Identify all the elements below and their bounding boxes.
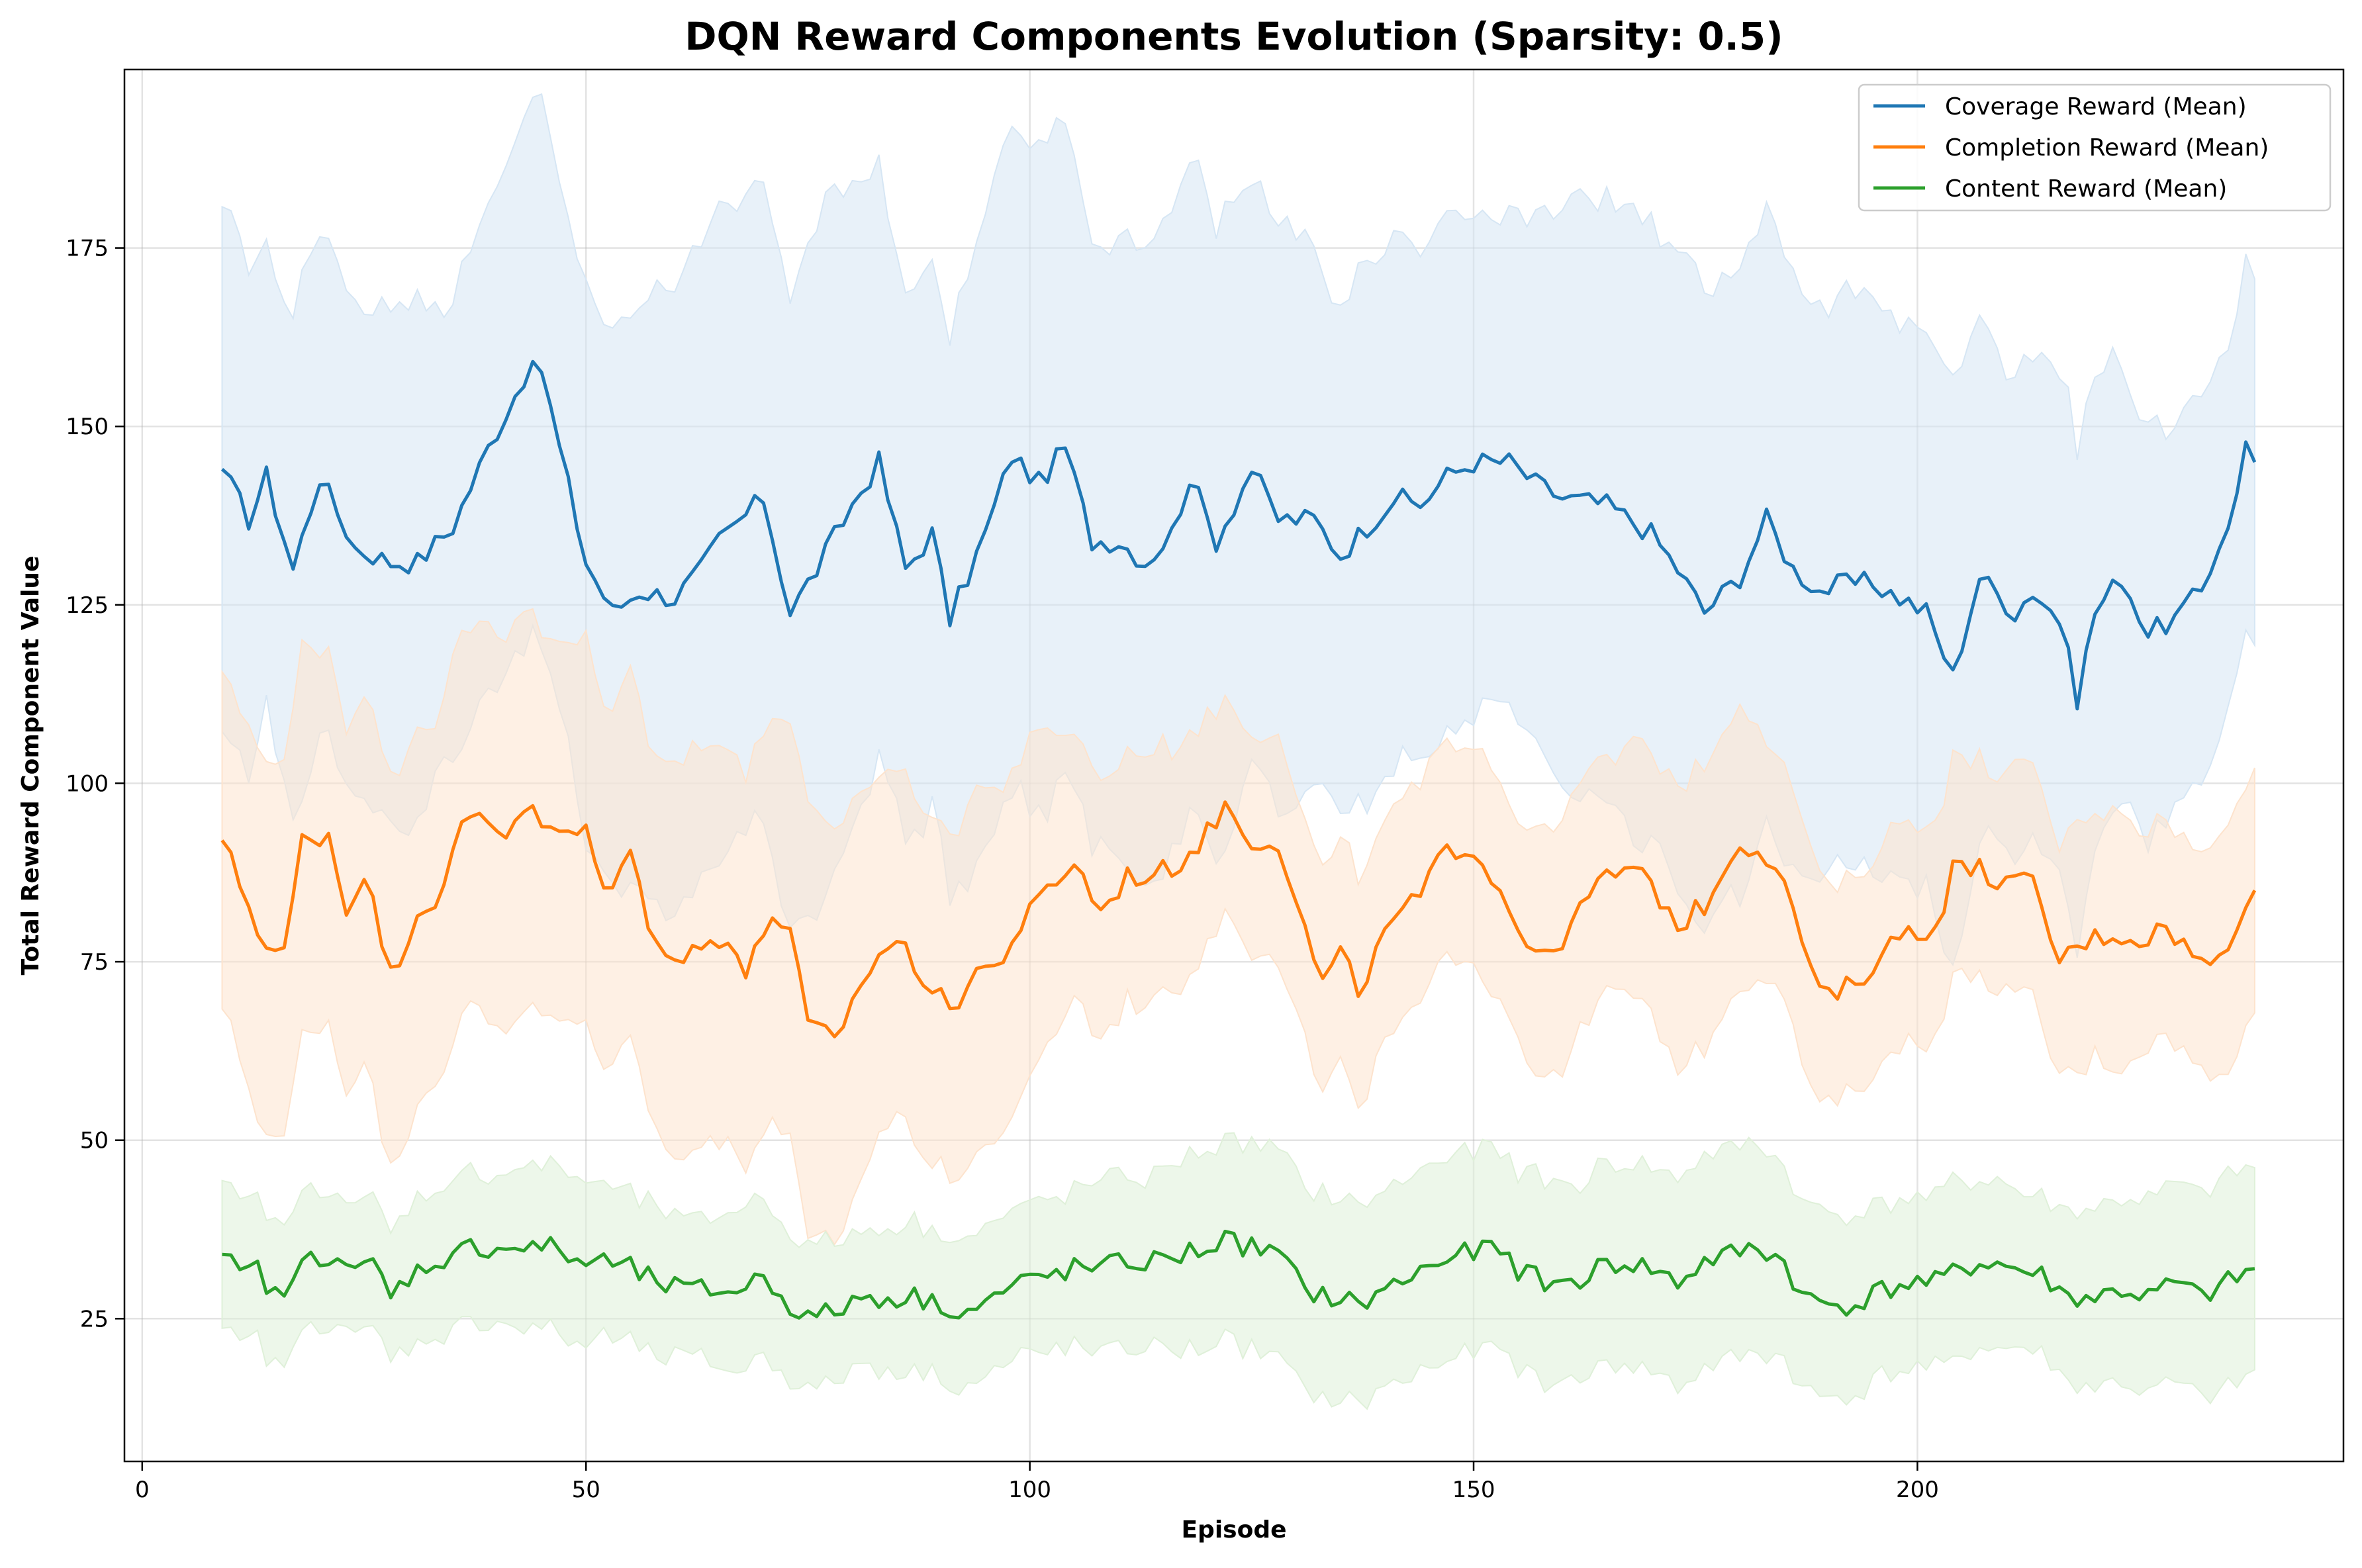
y-tick-label: 50 <box>80 1128 109 1154</box>
y-tick-label: 75 <box>80 949 109 976</box>
series-line-1 <box>220 800 2257 1038</box>
legend-entry: Completion Reward (Mean) <box>1945 134 2269 161</box>
legend-box <box>1858 83 2332 212</box>
y-axis-label: Total Reward Component Value <box>17 556 44 976</box>
plot-frame <box>123 68 2345 1463</box>
y-tick-label: 175 <box>66 236 109 262</box>
series-band-2 <box>221 1132 2255 1410</box>
y-tick-label: 150 <box>66 414 109 440</box>
series-line-2 <box>222 1229 2255 1320</box>
band-layer <box>221 93 2255 1410</box>
legend-entry: Content Reward (Mean) <box>1945 175 2227 203</box>
x-tick-label: 150 <box>1452 1477 1495 1503</box>
y-tick-label: 125 <box>66 592 109 619</box>
y-tick-label: 25 <box>80 1306 109 1332</box>
x-tick-label: 0 <box>135 1477 150 1503</box>
tick-layer: 0 50 100 150 200 25 50 75 100 125 150 175 <box>66 236 1939 1503</box>
chart-title: DQN Reward Components Evolution (Sparsit… <box>685 14 1783 59</box>
line-layer <box>220 359 2257 1320</box>
x-tick-label: 100 <box>1008 1477 1051 1503</box>
y-tick-label: 100 <box>66 770 109 797</box>
legend-entry: Coverage Reward (Mean) <box>1945 93 2247 120</box>
legend: Coverage Reward (Mean) Completion Reward … <box>1858 83 2332 212</box>
x-tick-label: 200 <box>1896 1477 1939 1503</box>
x-tick-label: 50 <box>572 1477 600 1503</box>
series-band-1 <box>221 608 2255 1246</box>
x-axis-label: Episode <box>1181 1516 1286 1544</box>
series-line-0 <box>220 359 2257 711</box>
